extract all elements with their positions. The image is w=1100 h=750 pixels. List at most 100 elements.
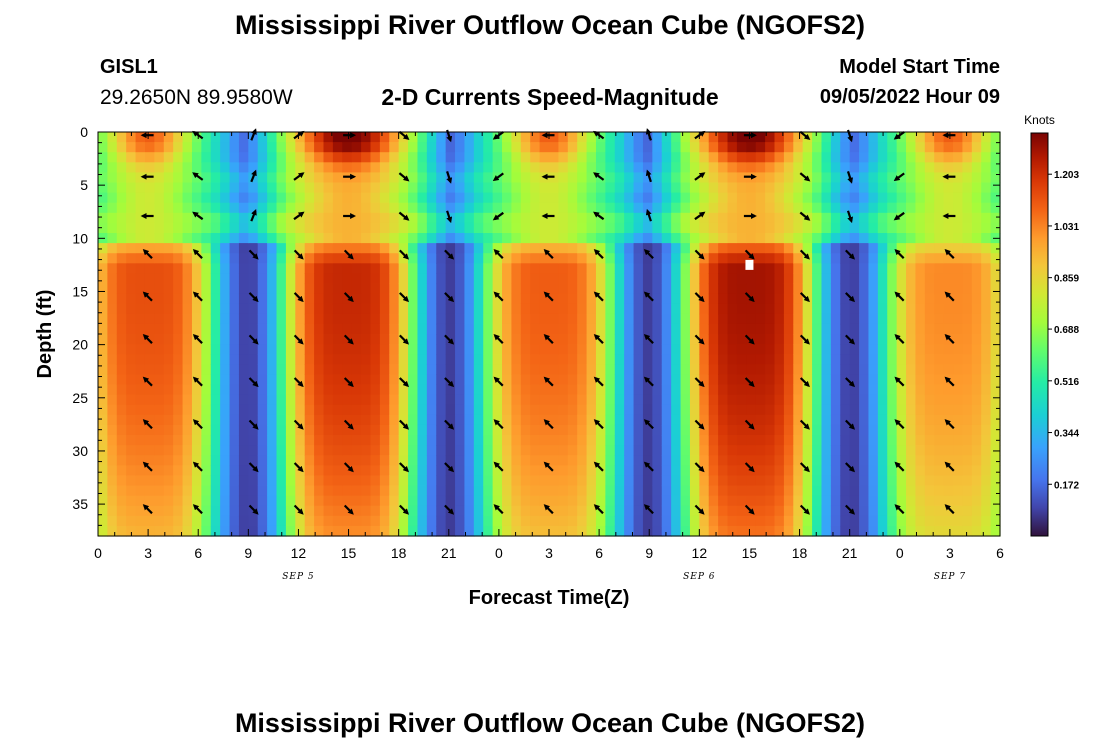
heatmap-cell (398, 142, 409, 153)
heatmap-cell (173, 435, 184, 446)
heatmap-cell (971, 435, 982, 446)
heatmap-cell (746, 354, 757, 365)
heatmap-cell (633, 132, 644, 143)
heatmap-cell (595, 445, 606, 456)
heatmap-cell (314, 515, 325, 527)
heatmap-cell (436, 414, 447, 426)
heatmap-cell (182, 142, 193, 153)
current-vector-arrow (894, 291, 905, 302)
heatmap-cell (727, 364, 738, 375)
heatmap-cell (567, 293, 578, 305)
heatmap-cell (774, 192, 785, 204)
heatmap-cell (915, 394, 926, 406)
heatmap-cell (342, 414, 353, 426)
heatmap-cell (417, 233, 428, 244)
heatmap-cell (191, 212, 202, 224)
heatmap-cell (201, 222, 212, 234)
heatmap-cell (896, 283, 907, 295)
heatmap-cell (408, 253, 419, 264)
heatmap-cell (755, 233, 766, 244)
heatmap-cell (934, 364, 945, 375)
heatmap-cell (351, 394, 362, 406)
heatmap-cell (746, 142, 757, 153)
heatmap-cell (971, 414, 982, 426)
heatmap-cell (135, 515, 146, 527)
heatmap-cell (661, 263, 672, 274)
heatmap-cell (727, 313, 738, 325)
heatmap-cell (285, 354, 296, 365)
heatmap-cell (210, 404, 221, 416)
heatmap-cell (285, 445, 296, 456)
heatmap-cell (248, 273, 259, 285)
heatmap-cell (445, 455, 456, 466)
heatmap-cell (887, 132, 898, 143)
heatmap-cell (257, 202, 268, 214)
heatmap-cell (295, 525, 306, 537)
heatmap-cell (633, 344, 644, 355)
heatmap-cell (736, 243, 747, 254)
heatmap-cell (511, 233, 522, 244)
heatmap-cell (116, 273, 127, 285)
heatmap-cell (229, 323, 240, 335)
heatmap-cell (173, 212, 184, 224)
heatmap-cell (276, 344, 287, 355)
heatmap-cell (285, 485, 296, 497)
heatmap-cell (530, 394, 541, 406)
heatmap-cell (285, 233, 296, 244)
heatmap-cell (793, 142, 804, 153)
heatmap-cell (633, 394, 644, 406)
heatmap-cell (379, 495, 390, 507)
heatmap-cell (812, 202, 823, 214)
heatmap-cell (934, 142, 945, 153)
heatmap-cell (718, 414, 729, 426)
heatmap-cell (210, 414, 221, 426)
current-vector-arrow (643, 333, 654, 344)
heatmap-cell (868, 142, 879, 153)
heatmap-cell (144, 263, 155, 274)
heatmap-cell (661, 445, 672, 456)
heatmap-cell (802, 344, 813, 355)
heatmap-cell (276, 182, 287, 194)
heatmap-cell (182, 293, 193, 305)
heatmap-cell (210, 515, 221, 527)
heatmap-cell (906, 303, 917, 315)
heatmap-cell (971, 212, 982, 224)
heatmap-cell (389, 404, 400, 416)
heatmap-cell (924, 374, 935, 386)
heatmap-cell (370, 283, 381, 295)
heatmap-cell (943, 313, 954, 325)
heatmap-cell (774, 323, 785, 335)
heatmap-cell (323, 384, 334, 396)
heatmap-cell (201, 384, 212, 396)
heatmap-cell (144, 253, 155, 264)
heatmap-cell (173, 455, 184, 466)
heatmap-cell (755, 202, 766, 214)
heatmap-cell (285, 404, 296, 416)
heatmap-cell (990, 172, 1001, 184)
heatmap-cell (107, 142, 118, 153)
heatmap-cell (210, 283, 221, 295)
heatmap-cell (633, 313, 644, 325)
heatmap-cell (849, 455, 860, 466)
heatmap-cell (990, 202, 1001, 214)
heatmap-cell (746, 344, 757, 355)
heatmap-cell (173, 182, 184, 194)
heatmap-cell (718, 445, 729, 456)
heatmap-cell (295, 283, 306, 295)
heatmap-cell (642, 505, 653, 517)
heatmap-cell (248, 313, 259, 325)
heatmap-cell (990, 253, 1001, 264)
heatmap-cell (708, 525, 719, 537)
current-vector-arrow (799, 249, 810, 260)
heatmap-cell (267, 424, 278, 436)
heatmap-cell (774, 182, 785, 194)
heatmap-cell (426, 293, 437, 305)
heatmap-cell (586, 283, 597, 295)
heatmap-cell (680, 142, 691, 153)
heatmap-cell (887, 424, 898, 436)
heatmap-cell (981, 475, 992, 487)
heatmap-cell (426, 364, 437, 375)
heatmap-cell (436, 293, 447, 305)
heatmap-cell (567, 132, 578, 143)
heatmap-cell (661, 465, 672, 476)
